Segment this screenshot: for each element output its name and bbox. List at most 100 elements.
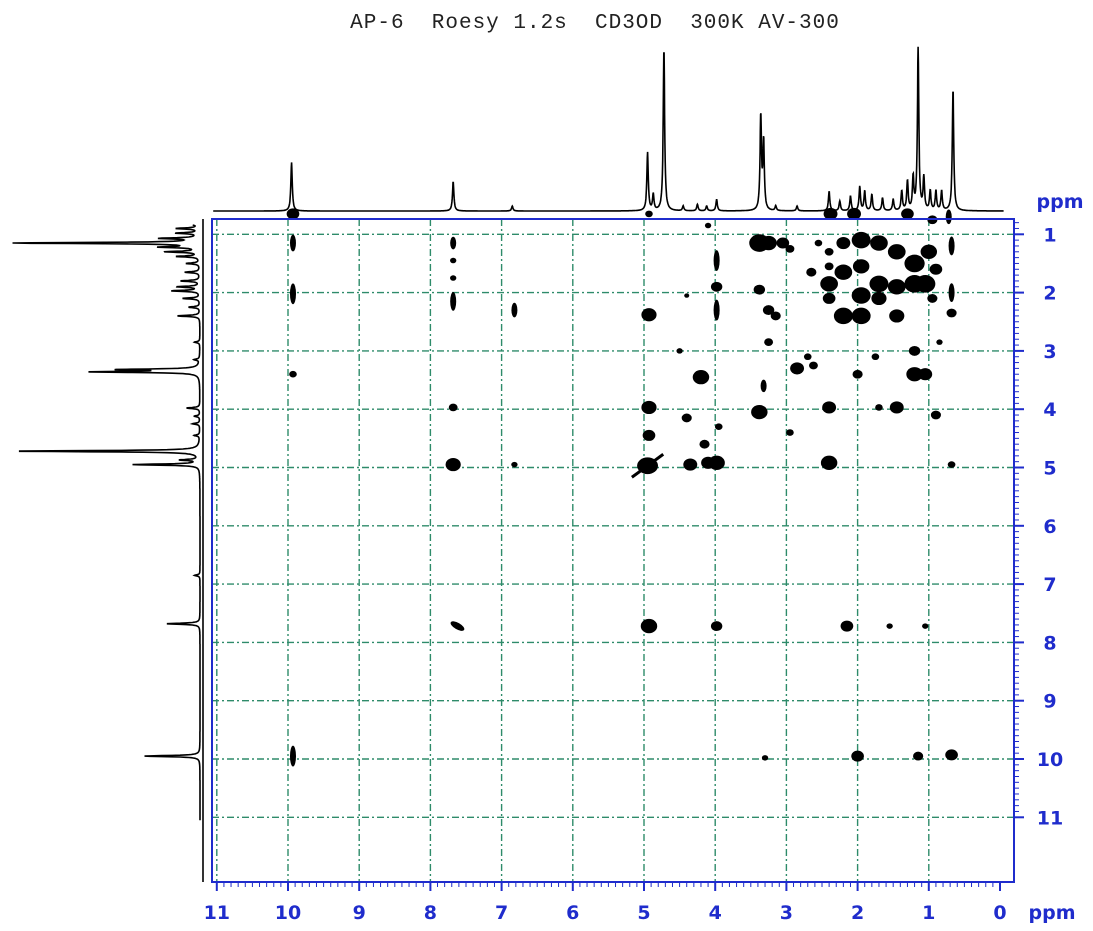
- cross-peak: [511, 302, 518, 318]
- cross-peak: [929, 263, 943, 275]
- cross-peak: [809, 361, 818, 370]
- cross-peak: [870, 235, 888, 251]
- cross-peak: [851, 287, 871, 304]
- cross-peak: [889, 401, 904, 414]
- x-axis-unit-label: ppm: [1029, 902, 1076, 924]
- cross-peak: [692, 369, 710, 385]
- y-tick-label: 4: [1043, 399, 1056, 421]
- cross-peak: [760, 235, 777, 251]
- cross-peak: [824, 262, 834, 271]
- cross-peak: [886, 623, 893, 629]
- cross-peak: [852, 259, 870, 274]
- top-projection-spectrum: [213, 46, 1004, 212]
- cross-peak: [761, 755, 769, 761]
- cross-peak: [764, 338, 774, 347]
- cross-peak: [450, 236, 457, 250]
- cross-peak: [642, 429, 656, 441]
- cross-peak: [751, 404, 768, 420]
- cross-peak: [790, 362, 805, 375]
- y-tick-label: 10: [1037, 749, 1063, 771]
- cross-peak: [445, 457, 461, 472]
- cross-peak: [851, 307, 871, 325]
- cross-peak: [708, 455, 725, 470]
- cross-peak: [710, 621, 723, 632]
- cross-peak: [822, 292, 836, 304]
- cross-peak: [920, 244, 938, 259]
- cross-peak: [906, 367, 923, 382]
- cross-peak: [945, 209, 952, 225]
- cross-peak: [930, 410, 941, 420]
- cross-peak: [887, 244, 906, 260]
- x-tick-label: 10: [275, 902, 301, 924]
- axes: [211, 218, 1024, 891]
- cross-peak: [871, 291, 887, 306]
- x-tick-label: 7: [495, 902, 508, 924]
- cross-peak: [762, 305, 775, 316]
- y-tick-label: 6: [1043, 516, 1056, 538]
- cross-peak: [645, 210, 653, 218]
- cross-peak: [448, 403, 458, 412]
- cross-peak: [289, 370, 297, 378]
- cross-peak: [776, 237, 790, 249]
- cross-peak: [869, 275, 889, 293]
- cross-peak: [904, 254, 925, 273]
- cross-peak: [713, 250, 720, 271]
- cross-peak: [760, 379, 767, 393]
- cross-peak: [908, 345, 921, 356]
- cross-peak: [824, 247, 834, 256]
- y-tick-label: 2: [1043, 283, 1056, 305]
- cross-peak: [945, 749, 958, 761]
- cross-peak: [820, 455, 838, 470]
- x-tick-label: 5: [637, 902, 650, 924]
- cross-peak: [913, 751, 924, 761]
- cross-peak: [450, 275, 457, 281]
- cross-peak: [753, 284, 766, 295]
- diagonal-peak-streak: [630, 453, 665, 479]
- cross-peak: [770, 311, 781, 321]
- x-tick-label: 4: [709, 902, 722, 924]
- y-tick-label: 1: [1043, 224, 1056, 246]
- cross-peak: [814, 239, 823, 247]
- y-tick-label: 5: [1043, 458, 1056, 480]
- cross-peak: [289, 283, 297, 305]
- cross-peak: [901, 208, 914, 220]
- cross-peak: [852, 369, 863, 379]
- cross-peak: [289, 745, 297, 767]
- cross-peak: [851, 750, 864, 762]
- cross-peak: [683, 458, 698, 471]
- cross-peak: [947, 461, 956, 468]
- cross-peak: [640, 618, 658, 634]
- cross-peak: [803, 353, 812, 361]
- cross-peak: [889, 309, 905, 323]
- cross-peak: [948, 283, 955, 303]
- cross-peak: [511, 461, 518, 468]
- cross-peak: [710, 281, 723, 292]
- diagonal-peak: [450, 621, 465, 631]
- cross-peak: [704, 222, 712, 229]
- x-tick-label: 3: [780, 902, 793, 924]
- cross-peak: [833, 307, 853, 325]
- x-tick-label: 6: [566, 902, 579, 924]
- chart-title: AP-6 Roesy 1.2s CD3OD 300K AV-300: [350, 12, 840, 35]
- cross-peak: [851, 231, 871, 249]
- cross-peak: [699, 439, 710, 449]
- x-tick-label: 11: [204, 902, 230, 924]
- cross-peak: [915, 275, 936, 293]
- cross-peak: [806, 267, 817, 277]
- cross-peak: [847, 207, 861, 220]
- cross-peak: [641, 308, 657, 322]
- cross-peak: [918, 368, 933, 381]
- x-tick-label: 0: [993, 902, 1006, 924]
- cross-peak: [836, 236, 851, 250]
- cross-peak: [887, 279, 906, 295]
- y-tick-label: 7: [1043, 574, 1056, 596]
- cross-peak: [927, 294, 938, 303]
- cross-peak: [641, 400, 657, 415]
- cross-peak: [785, 245, 795, 253]
- cross-peak: [871, 353, 880, 361]
- cross-peak: [676, 348, 683, 354]
- cross-peak: [922, 623, 929, 629]
- y-tick-label: 11: [1037, 807, 1063, 829]
